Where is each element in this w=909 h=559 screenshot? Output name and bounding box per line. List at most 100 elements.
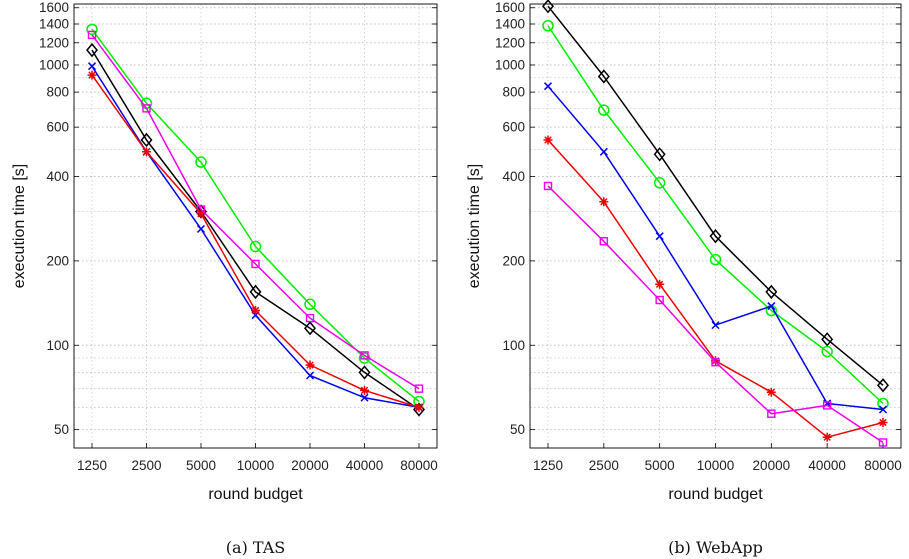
data-point-star bbox=[251, 306, 260, 315]
data-point-diamond bbox=[653, 147, 666, 162]
series-line-circle bbox=[91, 28, 420, 403]
y-tick-label: 50 bbox=[510, 422, 525, 437]
series-line-circle bbox=[547, 25, 884, 405]
data-point-x bbox=[711, 321, 720, 330]
y-tick-label: 1200 bbox=[495, 35, 525, 50]
data-point-star bbox=[305, 360, 315, 370]
data-point-square bbox=[655, 295, 664, 305]
data-point-x bbox=[655, 232, 664, 241]
x-tick-label: 2500 bbox=[131, 458, 161, 473]
y-tick-label: 800 bbox=[46, 85, 69, 100]
y-tick-label: 1600 bbox=[39, 0, 69, 15]
y-axis-label: execution time [s] bbox=[466, 164, 483, 289]
data-point-diamond bbox=[86, 42, 98, 58]
series-line-diamond bbox=[547, 5, 884, 386]
data-point-square bbox=[543, 181, 553, 191]
y-tick-label: 1400 bbox=[495, 17, 525, 32]
data-point-star bbox=[878, 418, 888, 427]
y-tick-label: 1600 bbox=[495, 0, 525, 15]
data-point-circle bbox=[195, 156, 207, 168]
x-axis-label: round budget bbox=[668, 486, 763, 503]
x-axis-label: round budget bbox=[208, 486, 303, 503]
data-point-diamond bbox=[304, 321, 316, 336]
x-tick-label: 80000 bbox=[400, 458, 438, 473]
data-point-star bbox=[87, 70, 97, 80]
data-point-x bbox=[767, 302, 776, 311]
data-point-x bbox=[196, 224, 206, 233]
data-point-circle bbox=[653, 176, 666, 189]
data-point-square bbox=[87, 30, 97, 40]
data-point-square bbox=[305, 313, 315, 323]
y-tick-label: 1000 bbox=[39, 57, 69, 72]
data-point-diamond bbox=[542, 0, 554, 14]
y-axis-label: execution time [s] bbox=[11, 164, 28, 289]
data-point-circle bbox=[598, 104, 610, 116]
data-point-circle bbox=[249, 240, 262, 253]
data-point-star bbox=[599, 197, 609, 207]
data-point-star bbox=[822, 432, 832, 442]
data-point-square bbox=[822, 401, 832, 410]
x-tick-label: 2500 bbox=[589, 458, 619, 473]
y-tick-label: 200 bbox=[502, 253, 525, 268]
data-point-square bbox=[251, 259, 260, 269]
y-tick-label: 1000 bbox=[495, 57, 525, 72]
x-tick-label: 5000 bbox=[645, 458, 675, 473]
series-line-diamond bbox=[91, 49, 420, 411]
series-line-square bbox=[91, 34, 420, 390]
data-point-square bbox=[360, 351, 369, 360]
x-tick-label: 80000 bbox=[864, 458, 902, 473]
data-point-circle bbox=[821, 345, 833, 358]
data-point-star bbox=[360, 385, 369, 395]
data-point-diamond bbox=[821, 332, 834, 347]
y-tick-label: 400 bbox=[502, 169, 525, 184]
panel-caption: (b) WebApp bbox=[668, 538, 763, 557]
data-point-x bbox=[543, 82, 553, 91]
data-point-x bbox=[599, 147, 608, 156]
data-point-star bbox=[196, 209, 206, 219]
data-point-circle bbox=[542, 20, 554, 32]
y-tick-label: 1200 bbox=[39, 35, 69, 50]
data-point-diamond bbox=[249, 284, 262, 300]
y-tick-label: 100 bbox=[46, 338, 69, 353]
data-point-star bbox=[543, 135, 553, 145]
x-tick-label: 20000 bbox=[753, 458, 791, 473]
data-point-square bbox=[767, 409, 776, 418]
data-point-square bbox=[599, 237, 609, 246]
y-tick-label: 800 bbox=[502, 85, 525, 100]
data-point-x bbox=[878, 405, 888, 414]
data-point-x bbox=[305, 371, 315, 380]
data-point-diamond bbox=[877, 378, 889, 393]
data-point-square bbox=[711, 358, 720, 367]
y-tick-label: 600 bbox=[502, 120, 525, 135]
data-point-star bbox=[655, 279, 665, 289]
panel-tas bbox=[73, 3, 438, 449]
data-point-diamond bbox=[358, 365, 371, 380]
x-tick-label: 40000 bbox=[808, 458, 846, 473]
series-line-square bbox=[547, 185, 884, 444]
x-tick-label: 1250 bbox=[533, 458, 563, 473]
data-point-circle bbox=[86, 23, 98, 36]
data-point-x bbox=[87, 62, 97, 71]
y-tick-label: 1400 bbox=[39, 17, 69, 32]
x-tick-label: 10000 bbox=[697, 458, 735, 473]
x-tick-label: 1250 bbox=[77, 458, 107, 473]
data-point-square bbox=[878, 438, 888, 447]
data-point-circle bbox=[304, 298, 316, 311]
data-point-square bbox=[414, 384, 424, 393]
data-point-x bbox=[360, 393, 369, 402]
x-tick-label: 40000 bbox=[346, 458, 384, 473]
x-tick-label: 10000 bbox=[237, 458, 275, 473]
panel-webapp bbox=[529, 0, 902, 449]
y-tick-label: 600 bbox=[46, 120, 69, 135]
data-point-star bbox=[142, 147, 151, 157]
data-point-diamond bbox=[765, 284, 778, 300]
data-point-star bbox=[711, 356, 720, 366]
y-tick-label: 400 bbox=[46, 169, 69, 184]
y-tick-label: 100 bbox=[502, 338, 525, 353]
data-point-star bbox=[766, 387, 776, 397]
y-tick-label: 50 bbox=[54, 422, 69, 437]
x-tick-label: 20000 bbox=[291, 458, 329, 473]
data-point-diamond bbox=[709, 229, 722, 244]
data-point-diamond bbox=[597, 69, 610, 84]
